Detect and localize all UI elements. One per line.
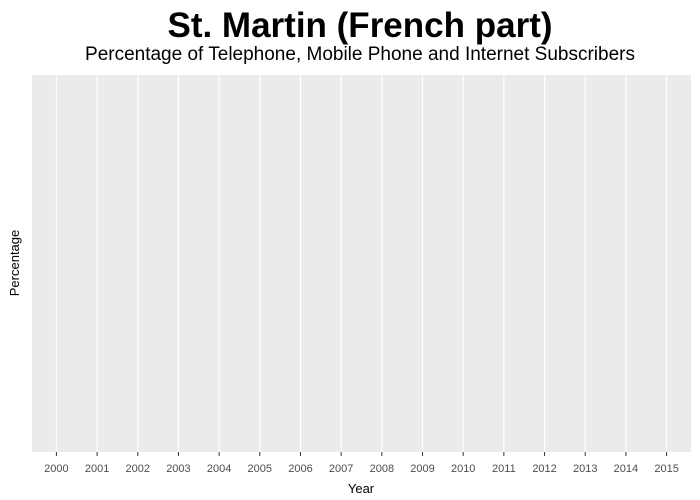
x-axis-tick-labels: 2000 2001 2002 2003 2004 2005 2006 2007 2008 2009… [44, 463, 679, 475]
x-tick-label: 2002 [126, 463, 150, 475]
x-tick-label: 2008 [370, 463, 394, 475]
x-tick-label: 2003 [166, 463, 190, 475]
x-tick-label: 2015 [654, 463, 678, 475]
x-tick-label: 2005 [248, 463, 272, 475]
plot-panel [32, 75, 691, 452]
x-tick-label: 2007 [329, 463, 353, 475]
x-axis-label: Year [348, 481, 375, 496]
x-tick-label: 2012 [532, 463, 556, 475]
x-tick-label: 2014 [614, 463, 638, 475]
x-tick-label: 2011 [492, 463, 516, 475]
gridlines [55, 75, 668, 452]
x-tick-label: 2004 [207, 463, 231, 475]
x-axis-ticks [55, 452, 668, 456]
x-tick-label: 2009 [410, 463, 434, 475]
x-tick-label: 2000 [44, 463, 68, 475]
x-tick-label: 2013 [573, 463, 597, 475]
x-tick-label: 2001 [85, 463, 109, 475]
x-tick-label: 2010 [451, 463, 475, 475]
x-tick-label: 2006 [288, 463, 312, 475]
y-axis-label: Percentage [7, 230, 22, 297]
chart-title: St. Martin (French part) [167, 6, 553, 45]
chart-subtitle: Percentage of Telephone, Mobile Phone an… [85, 44, 635, 65]
